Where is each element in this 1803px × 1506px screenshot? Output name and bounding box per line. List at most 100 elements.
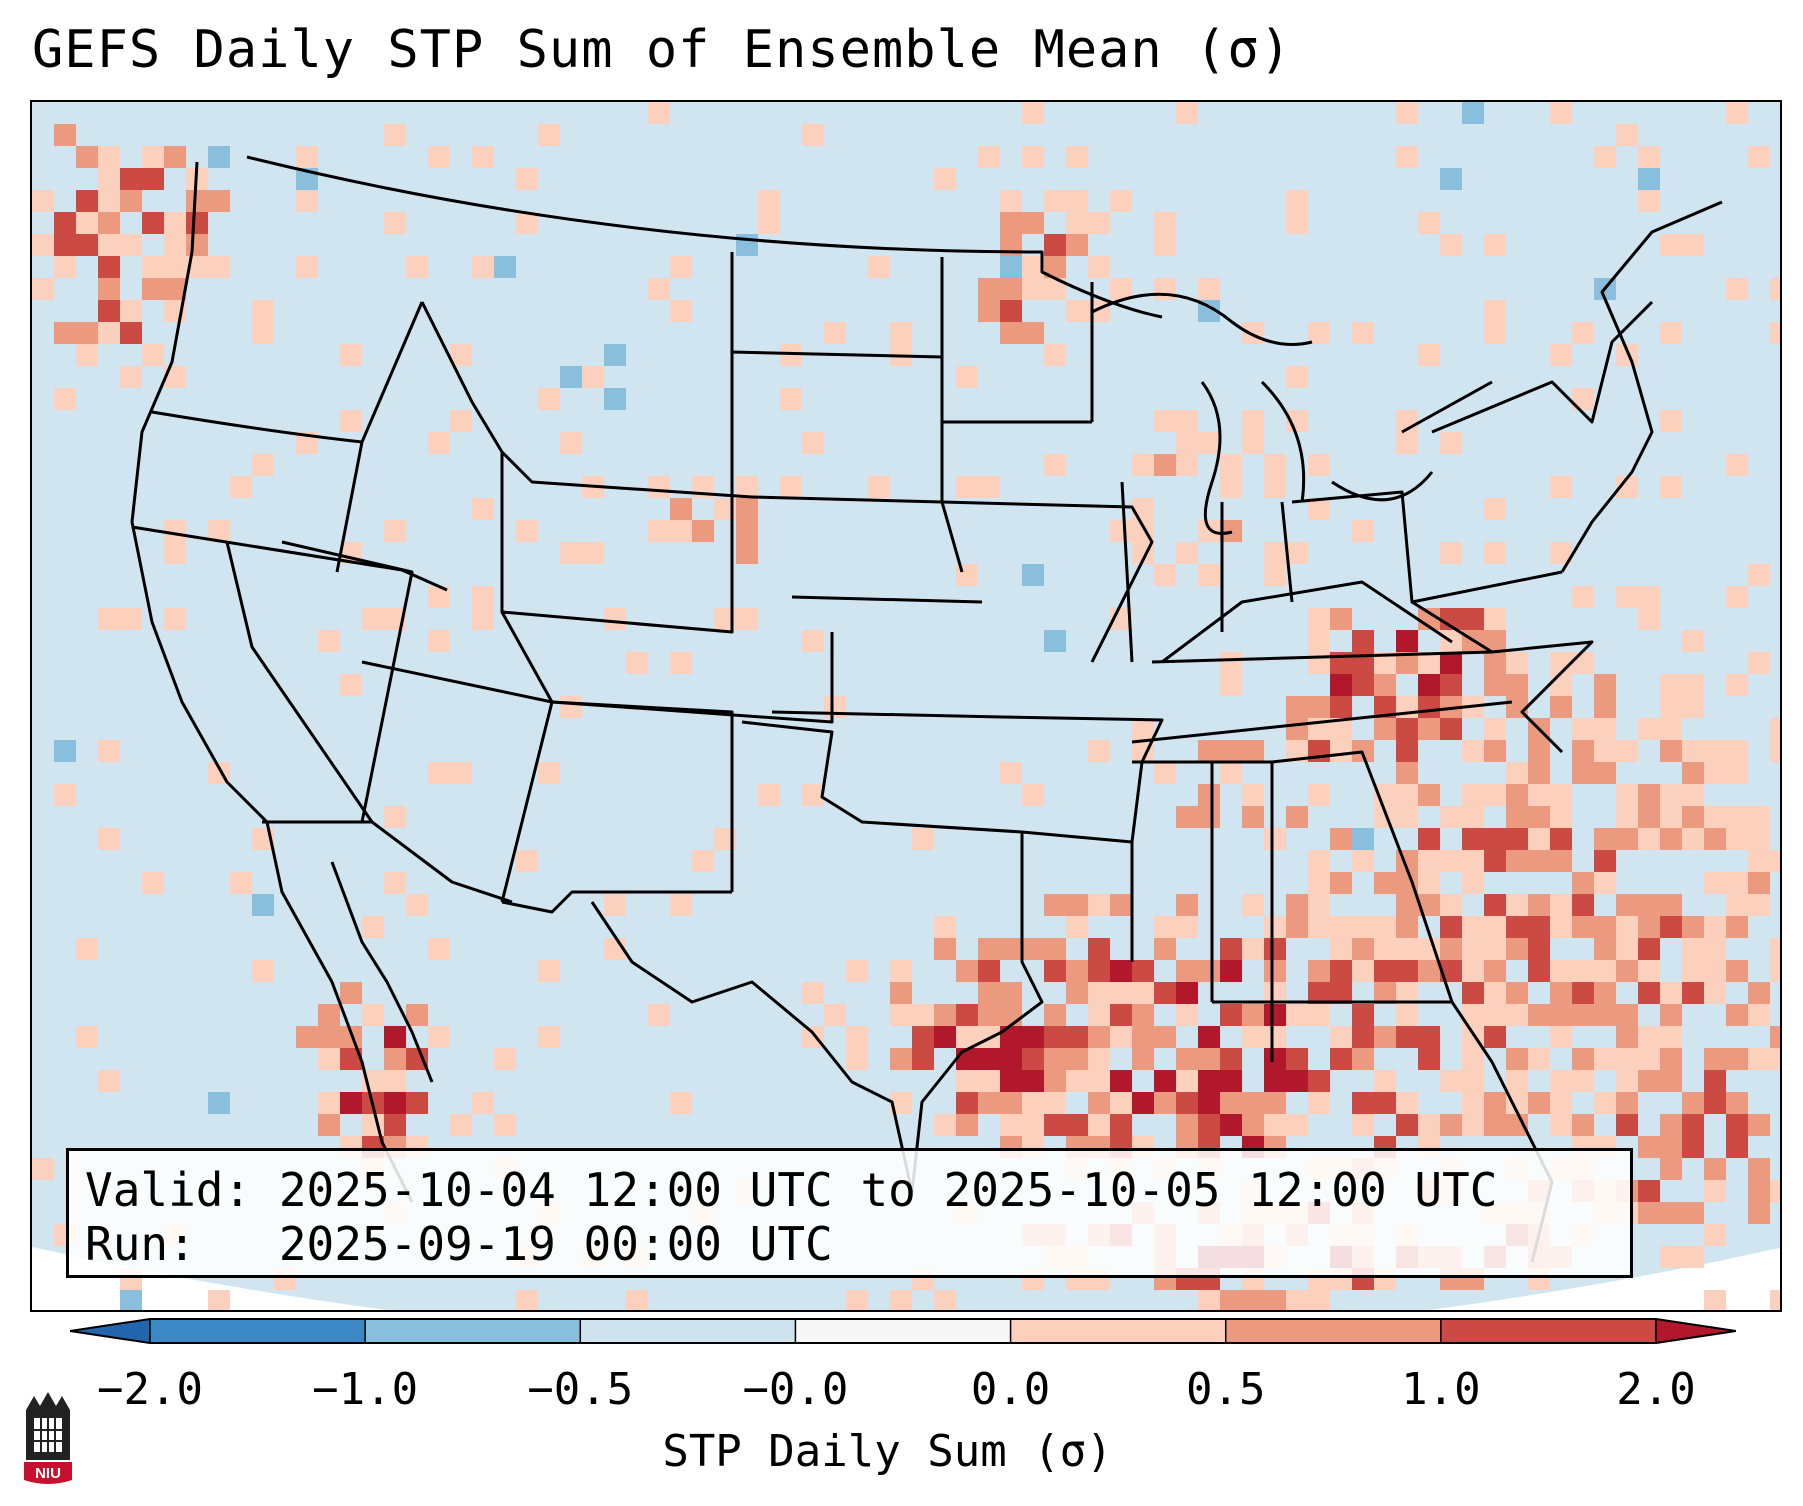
anomaly-cell <box>1022 1026 1044 1048</box>
anomaly-cell <box>1308 322 1330 344</box>
anomaly-cell <box>1726 278 1748 300</box>
anomaly-cell <box>1770 278 1780 300</box>
anomaly-cell <box>230 872 252 894</box>
anomaly-cell <box>1286 1048 1308 1070</box>
border-ok-tx <box>741 720 1023 834</box>
anomaly-cell <box>1506 938 1528 960</box>
anomaly-cell <box>1484 916 1506 938</box>
anomaly-cell <box>384 1048 406 1070</box>
anomaly-cell <box>1748 806 1770 828</box>
anomaly-cell <box>1176 1070 1198 1092</box>
anomaly-cell <box>1748 1202 1770 1224</box>
anomaly-cell <box>1352 828 1374 850</box>
anomaly-cell <box>648 476 670 498</box>
anomaly-cell <box>1000 322 1022 344</box>
anomaly-cell <box>1264 1114 1286 1136</box>
anomaly-cell <box>560 542 582 564</box>
anomaly-cell <box>384 806 406 828</box>
anomaly-cell <box>604 608 626 630</box>
anomaly-cell <box>1506 1070 1528 1092</box>
anomaly-cell <box>1044 1004 1066 1026</box>
border-nm-tx <box>501 890 732 914</box>
anomaly-cell <box>1550 1092 1572 1114</box>
anomaly-cell <box>1352 1048 1374 1070</box>
anomaly-cell <box>1484 1026 1506 1048</box>
anomaly-cell <box>1616 1026 1638 1048</box>
anomaly-cell <box>1000 212 1022 234</box>
anomaly-cell <box>384 1070 406 1092</box>
anomaly-cell <box>1770 960 1780 982</box>
anomaly-cell <box>1044 630 1066 652</box>
anomaly-cell <box>1418 696 1440 718</box>
anomaly-cell <box>1506 762 1528 784</box>
anomaly-cell <box>1418 784 1440 806</box>
anomaly-cell <box>472 608 494 630</box>
anomaly-cell <box>1110 1070 1132 1092</box>
baja-coastline <box>330 861 434 1083</box>
anomaly-cell <box>912 1026 934 1048</box>
anomaly-cell <box>1308 916 1330 938</box>
anomaly-cell <box>472 1092 494 1114</box>
anomaly-cell <box>1154 1092 1176 1114</box>
anomaly-cell <box>1594 982 1616 1004</box>
anomaly-cell <box>934 1290 956 1310</box>
anomaly-cell <box>1616 1114 1638 1136</box>
anomaly-cell <box>1660 1158 1682 1180</box>
anomaly-cell <box>1110 960 1132 982</box>
anomaly-cell <box>1726 806 1748 828</box>
anomaly-cell <box>1418 872 1440 894</box>
anomaly-cell <box>1638 1048 1660 1070</box>
anomaly-cell <box>1110 1004 1132 1026</box>
anomaly-cell <box>1484 828 1506 850</box>
anomaly-cell <box>758 784 780 806</box>
anomaly-cell <box>384 1026 406 1048</box>
anomaly-cell <box>1396 630 1418 652</box>
anomaly-cell <box>1660 806 1682 828</box>
anomaly-cell <box>340 410 362 432</box>
valid-time-text: Valid: 2025-10-04 12:00 UTC to 2025-10-0… <box>85 1163 1498 1217</box>
anomaly-cell <box>142 146 164 168</box>
us-canada-border <box>246 155 1163 319</box>
anomaly-cell <box>1638 806 1660 828</box>
anomaly-cell <box>1330 608 1352 630</box>
anomaly-cell <box>98 234 120 256</box>
anomaly-cell <box>1396 718 1418 740</box>
anomaly-cell <box>1396 652 1418 674</box>
anomaly-cell <box>1066 1114 1088 1136</box>
anomaly-cell <box>1440 938 1462 960</box>
anomaly-cell <box>1308 1070 1330 1092</box>
colorbar-tick-label: −2.0 <box>97 1364 203 1415</box>
anomaly-cell <box>1660 718 1682 740</box>
anomaly-cell <box>1132 718 1154 740</box>
anomaly-cell <box>1660 784 1682 806</box>
anomaly-cell <box>1220 1114 1242 1136</box>
anomaly-cell <box>1506 806 1528 828</box>
anomaly-cell <box>1748 828 1770 850</box>
anomaly-cell <box>1374 718 1396 740</box>
anomaly-cell <box>98 1070 120 1092</box>
anomaly-cell <box>32 278 54 300</box>
anomaly-cell <box>1352 674 1374 696</box>
border-id-east <box>335 301 448 592</box>
anomaly-cell <box>1198 1092 1220 1114</box>
anomaly-cell <box>582 366 604 388</box>
anomaly-cell <box>516 168 538 190</box>
anomaly-cell <box>1308 498 1330 520</box>
anomaly-cell <box>318 1026 340 1048</box>
anomaly-cell <box>604 344 626 366</box>
anomaly-cell <box>1550 894 1572 916</box>
anomaly-cell <box>1396 740 1418 762</box>
anomaly-cell <box>1704 828 1726 850</box>
anomaly-cell <box>98 322 120 344</box>
anomaly-cell <box>1616 916 1638 938</box>
anomaly-cell <box>1088 894 1110 916</box>
anomaly-cell <box>1572 916 1594 938</box>
anomaly-cell <box>1286 212 1308 234</box>
anomaly-cell <box>472 586 494 608</box>
anomaly-cell <box>1484 850 1506 872</box>
anomaly-cell <box>1770 1180 1780 1202</box>
anomaly-cell <box>1704 960 1726 982</box>
anomaly-cell <box>1132 454 1154 476</box>
anomaly-cell <box>1066 190 1088 212</box>
anomaly-cell <box>890 1092 912 1114</box>
